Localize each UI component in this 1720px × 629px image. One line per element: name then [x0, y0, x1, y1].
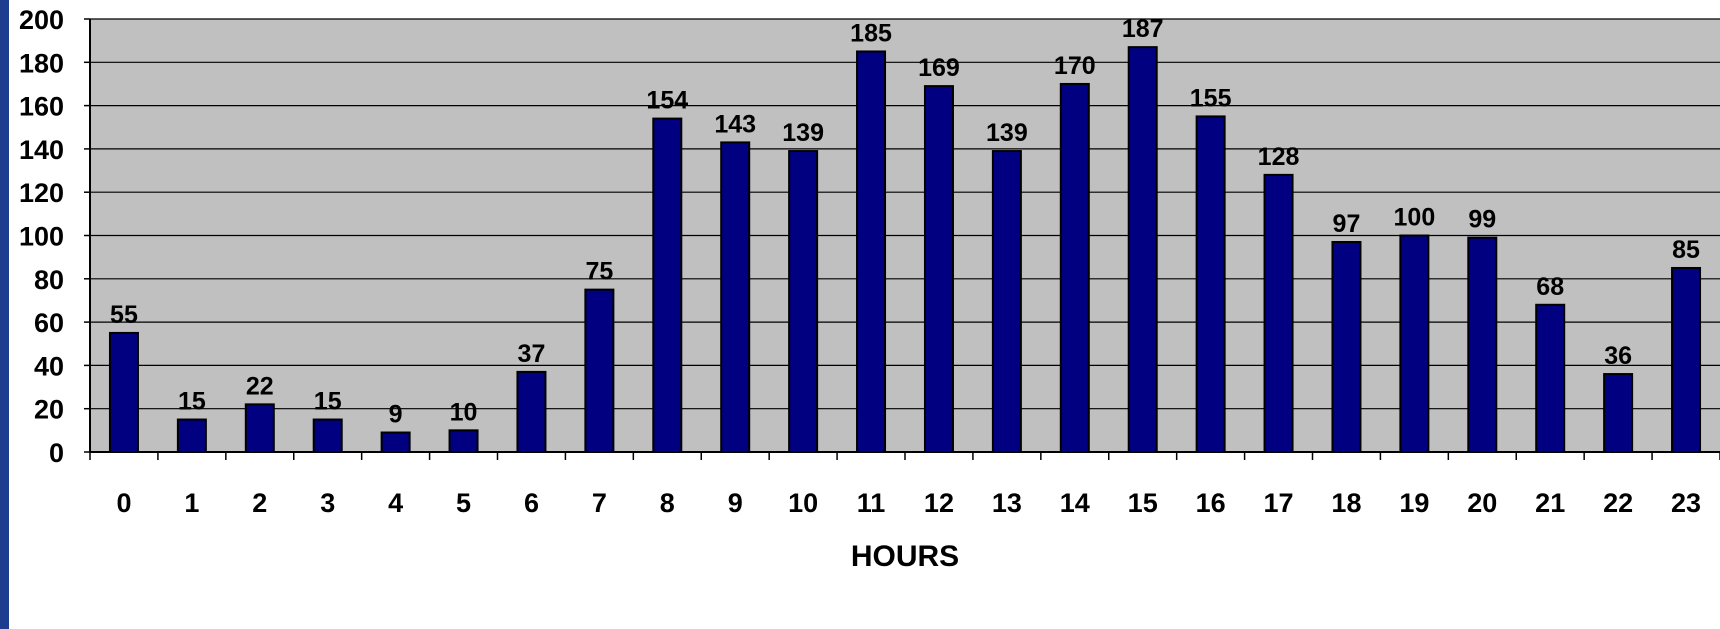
bar — [720, 141, 751, 453]
x-tick-label: 6 — [524, 488, 539, 518]
x-tick-label: 11 — [857, 488, 886, 518]
data-label: 15 — [314, 388, 342, 416]
x-tick-label: 16 — [1196, 488, 1226, 518]
data-label: 143 — [714, 110, 756, 138]
data-label: 155 — [1190, 84, 1232, 112]
x-tick-label: 14 — [1060, 488, 1090, 518]
data-label: 37 — [518, 340, 546, 368]
bar — [516, 370, 547, 453]
bar — [652, 117, 683, 453]
axes — [89, 19, 1720, 460]
x-tick-label: 19 — [1399, 488, 1429, 518]
y-tick-label: 140 — [19, 135, 64, 165]
bar — [923, 85, 954, 454]
bar — [1603, 373, 1634, 453]
data-label: 169 — [918, 54, 960, 82]
data-label: 139 — [986, 119, 1028, 147]
y-tick-label: 60 — [34, 308, 64, 338]
bar — [1467, 236, 1498, 453]
y-tick-label: 120 — [19, 178, 64, 208]
x-tick-label: 7 — [592, 488, 607, 518]
data-label: 9 — [389, 401, 403, 429]
bar — [108, 331, 139, 453]
y-tick-label: 100 — [19, 222, 64, 252]
gridlines — [84, 18, 1720, 453]
x-tick-label: 5 — [456, 488, 471, 518]
data-label: 97 — [1333, 210, 1361, 238]
data-label: 10 — [450, 398, 478, 426]
x-tick-label: 12 — [924, 488, 954, 518]
x-tick-label: 4 — [388, 488, 403, 518]
x-tick-label: 2 — [252, 488, 267, 518]
x-tick-label: 18 — [1331, 488, 1361, 518]
bar — [1059, 82, 1090, 453]
data-label: 99 — [1468, 206, 1496, 234]
x-tick-label: 20 — [1467, 488, 1497, 518]
x-tick-label: 8 — [660, 488, 675, 518]
data-label: 15 — [178, 388, 206, 416]
data-label: 36 — [1604, 342, 1632, 370]
y-tick-label: 160 — [19, 92, 64, 122]
data-label: 185 — [850, 19, 892, 47]
x-tick-labels: 0 1 2 3 4 5 6 7 8 9 10 11 12 13 14 15 16 17 18 19 20 21 22 23 — [116, 488, 1701, 518]
data-label: 139 — [782, 119, 824, 147]
bar — [176, 418, 207, 453]
data-label: 128 — [1258, 143, 1300, 171]
bar — [1127, 46, 1158, 454]
bar — [1263, 173, 1294, 453]
y-tick-labels: 0 20 40 60 80 100 120 140 160 180 200 — [19, 5, 64, 468]
x-tick-label: 3 — [320, 488, 335, 518]
x-tick-label: 21 — [1535, 488, 1565, 518]
data-labels: 55 15 22 15 9 10 37 75 154 143 139 185 169 139 170 187 1… — [110, 15, 1700, 428]
data-label: 170 — [1054, 52, 1096, 80]
bar — [380, 431, 411, 454]
bar — [788, 150, 819, 453]
data-label: 100 — [1394, 204, 1436, 232]
x-tick-label: 9 — [728, 488, 743, 518]
bar — [1671, 266, 1702, 453]
y-tick-label: 0 — [49, 438, 64, 468]
bar — [312, 418, 343, 453]
bar — [244, 403, 275, 453]
x-tick-label: 23 — [1671, 488, 1701, 518]
bar — [856, 50, 887, 453]
y-tick-label: 180 — [19, 48, 64, 78]
data-label: 22 — [246, 372, 274, 400]
data-label: 55 — [110, 301, 138, 329]
y-tick-label: 40 — [34, 351, 64, 381]
bar — [1195, 115, 1226, 454]
x-tick-label: 13 — [992, 488, 1022, 518]
y-tick-label: 200 — [19, 5, 64, 35]
data-label: 75 — [585, 258, 613, 286]
x-tick-label: 22 — [1603, 488, 1633, 518]
x-tick-label: 0 — [116, 488, 131, 518]
x-axis-title: HOURS — [851, 540, 959, 573]
bar — [1399, 234, 1430, 453]
x-tick-label: 1 — [184, 488, 199, 518]
bars — [108, 46, 1702, 454]
bar — [1535, 303, 1566, 453]
bar — [584, 288, 615, 453]
data-label: 154 — [646, 87, 688, 115]
bar — [448, 429, 479, 454]
x-tick-label: 17 — [1264, 488, 1294, 518]
data-label: 68 — [1536, 273, 1564, 301]
bar — [991, 150, 1022, 453]
y-tick-label: 80 — [34, 265, 64, 295]
data-label: 187 — [1122, 15, 1164, 43]
x-tick-label: 10 — [788, 488, 818, 518]
frame-left-strip — [0, 0, 9, 629]
y-tick-label: 20 — [34, 395, 64, 425]
bar — [1331, 240, 1362, 453]
data-label: 85 — [1672, 236, 1700, 264]
x-tick-label: 15 — [1128, 488, 1158, 518]
